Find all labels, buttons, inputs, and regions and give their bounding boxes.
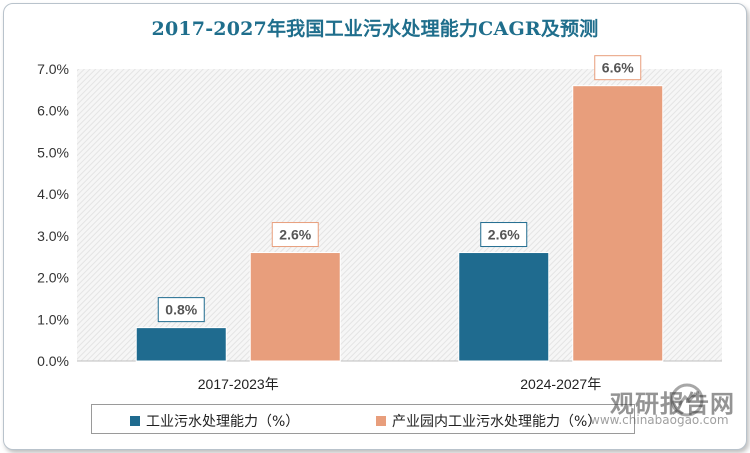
bar: [572, 85, 664, 362]
watermark-text: 观研报告网: [610, 390, 735, 418]
chart-title: 2017-2027年我国工业污水处理能力CAGR及预测: [151, 18, 599, 40]
data-label: 0.8%: [165, 302, 197, 318]
data-label-box: [271, 222, 319, 248]
data-label-box: [480, 222, 528, 248]
data-label-box: [594, 55, 642, 81]
legend-item-park: 产业园内工业污水处理能力（%）: [376, 411, 601, 431]
y-tick-label: 4.0%: [37, 186, 69, 202]
legend-swatch-park: [376, 416, 386, 426]
data-label-box: [157, 297, 205, 323]
data-label: 6.6%: [602, 60, 634, 76]
y-tick-label: 7.0%: [37, 61, 69, 77]
y-tick-label: 5.0%: [37, 144, 69, 160]
legend-swatch-industrial: [130, 416, 140, 426]
data-label: 2.6%: [488, 227, 520, 243]
bar: [458, 252, 550, 362]
legend-label-industrial: 工业污水处理能力（%）: [146, 414, 300, 430]
x-category-label: 2024-2027年: [520, 376, 601, 392]
bar: [135, 327, 227, 362]
legend: 工业污水处理能力（%） 产业园内工业污水处理能力（%）: [91, 404, 635, 434]
watermark-logo-icon: [670, 383, 704, 417]
x-category-label: 2017-2023年: [198, 376, 279, 392]
y-tick-label: 0.0%: [37, 353, 69, 369]
legend-label-park: 产业园内工业污水处理能力（%）: [392, 414, 602, 430]
y-tick-label: 1.0%: [37, 311, 69, 327]
y-tick-label: 6.0%: [37, 103, 69, 119]
legend-item-industrial: 工业污水处理能力（%）: [130, 411, 299, 431]
bar: [249, 252, 341, 362]
y-tick-label: 3.0%: [37, 228, 69, 244]
watermark-url: www.chinabaogao.com: [590, 413, 729, 427]
data-label: 2.6%: [279, 227, 311, 243]
y-tick-label: 2.0%: [37, 270, 69, 286]
